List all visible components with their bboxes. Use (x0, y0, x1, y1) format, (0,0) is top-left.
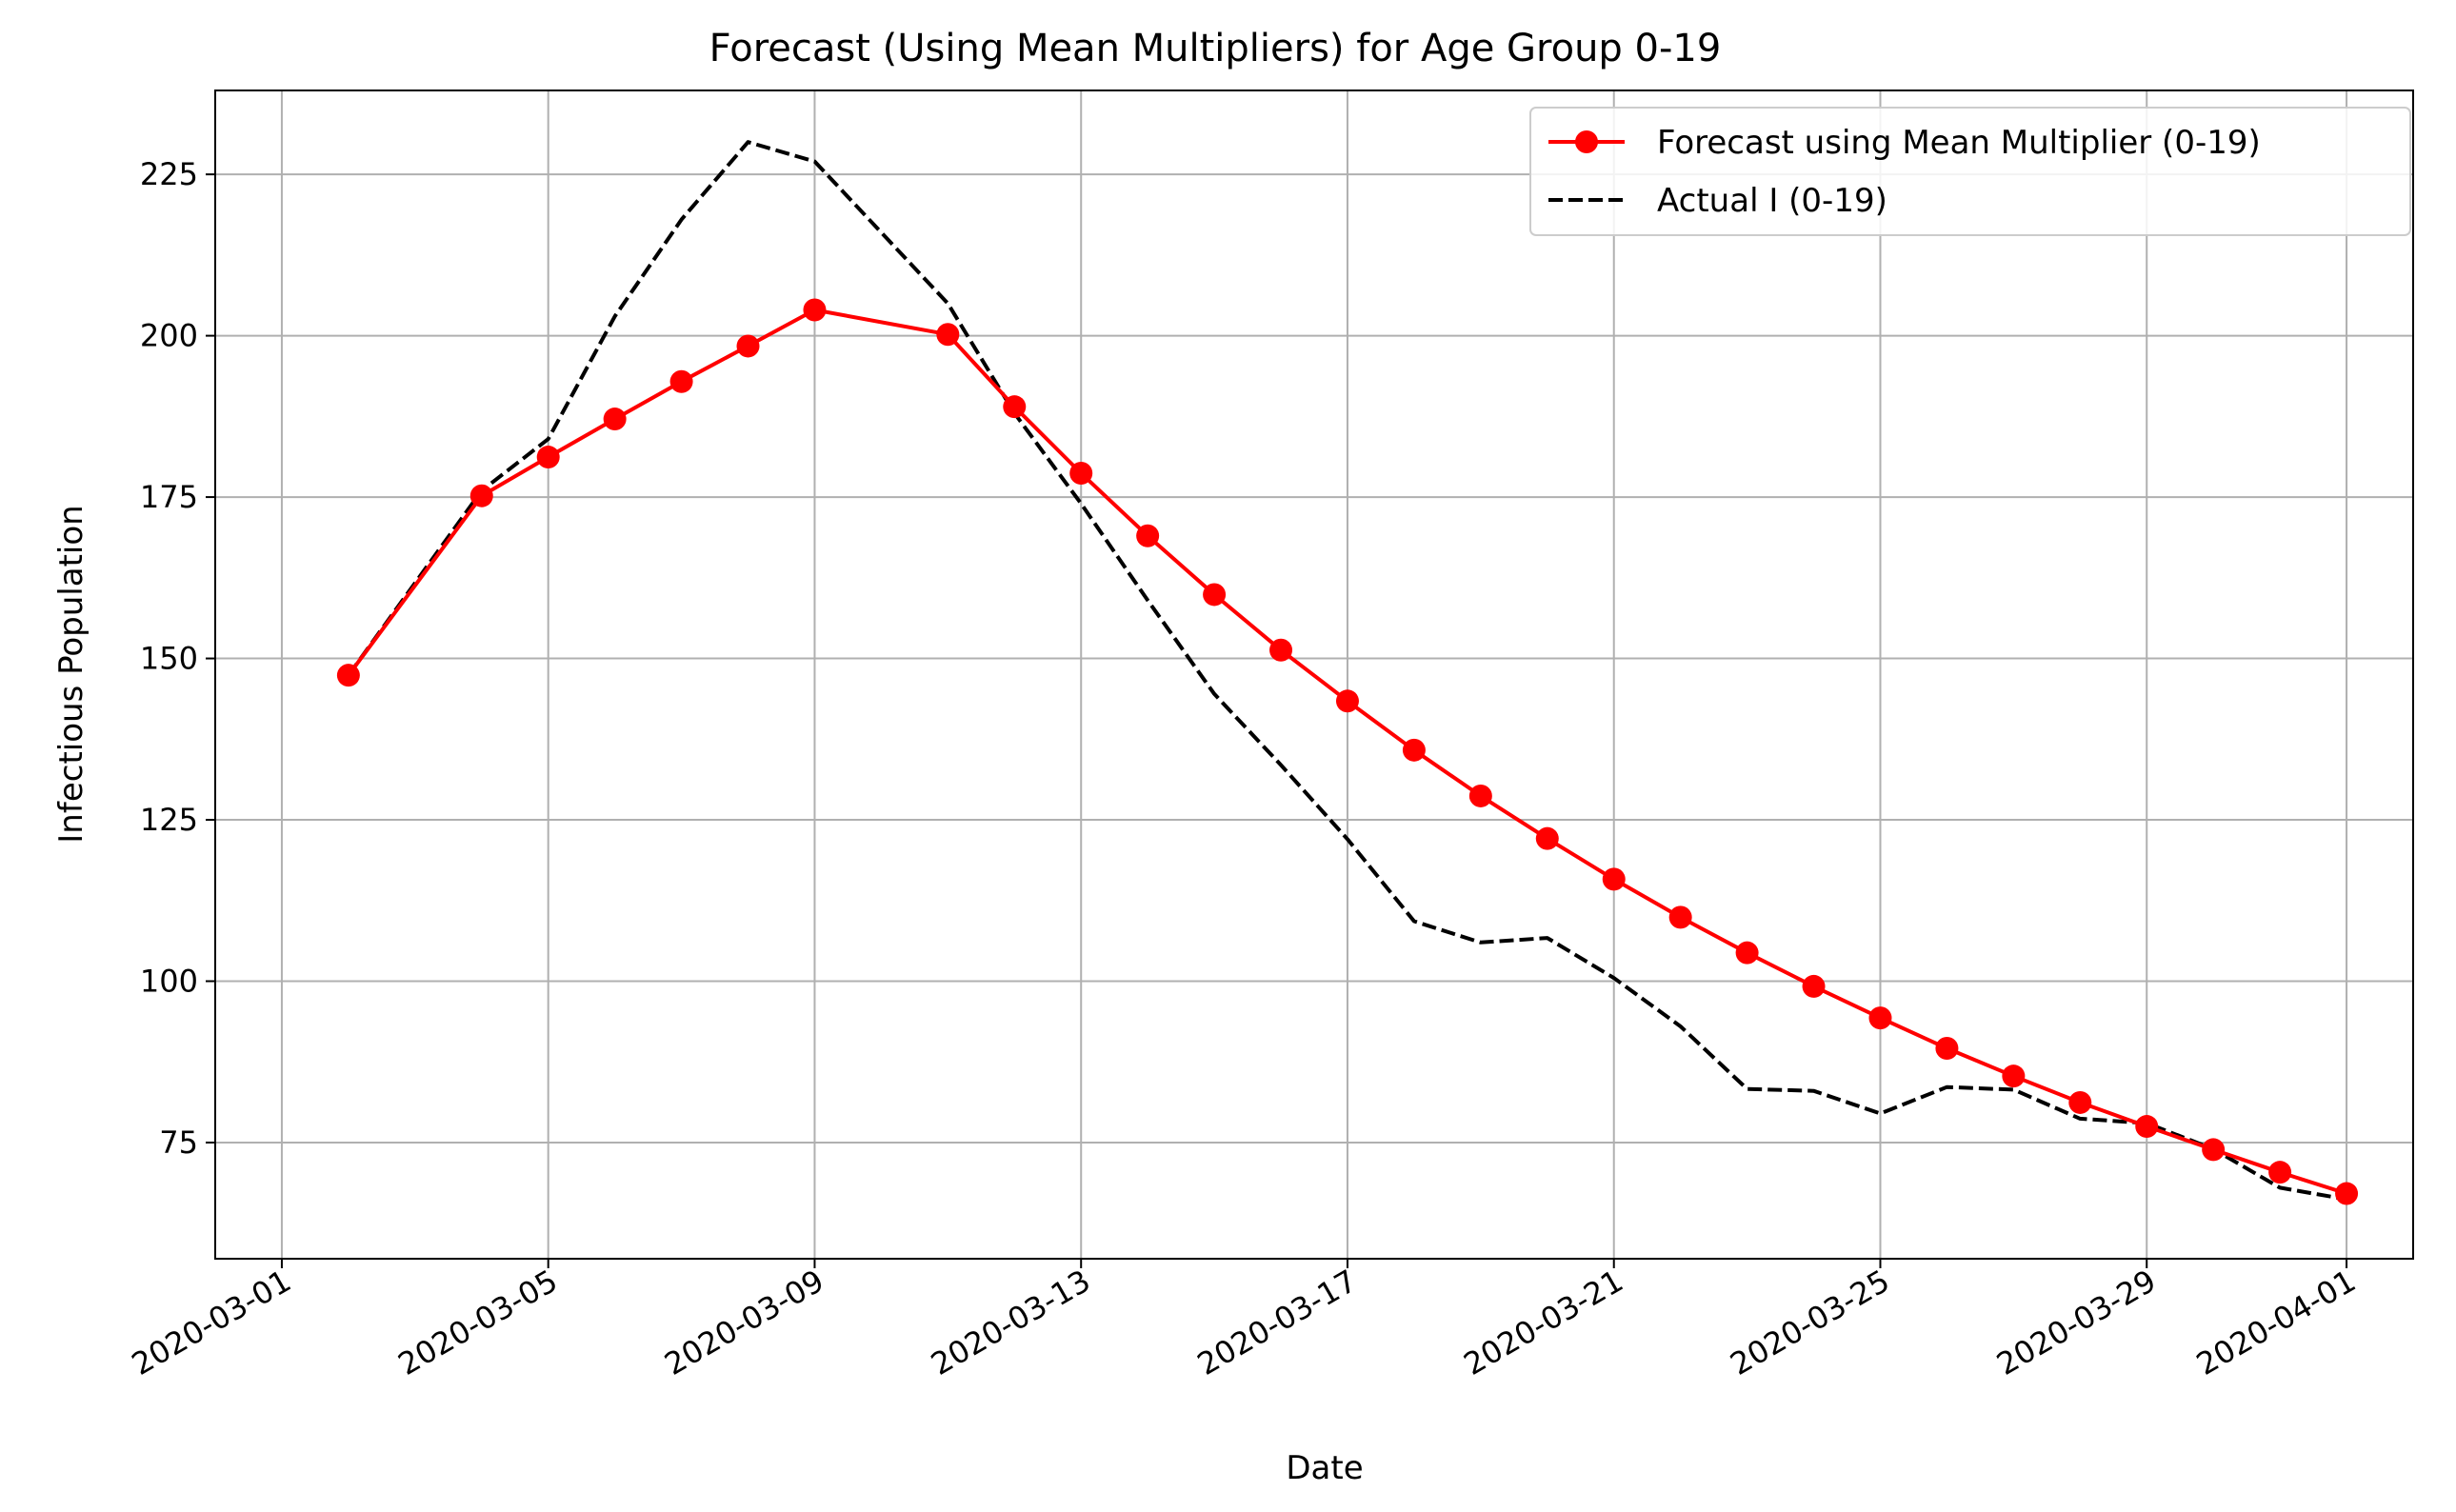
data-point-forecast (1468, 784, 1492, 807)
data-point-forecast (1735, 941, 1759, 965)
data-point-forecast (336, 664, 360, 687)
data-point-forecast (1602, 867, 1626, 891)
plot-frame (214, 90, 2414, 1260)
y-tick-label: 100 (140, 964, 198, 1000)
legend-label-actual: Actual I (0-19) (1657, 182, 1887, 220)
y-axis-label: Infectious Population (52, 505, 90, 843)
y-tick-label: 175 (140, 479, 198, 515)
legend: Forecast using Mean Multiplier (0-19) Ac… (1529, 107, 2411, 236)
legend-label-forecast: Forecast using Mean Multiplier (0-19) (1657, 124, 2261, 162)
y-tick-label: 150 (140, 641, 198, 677)
data-point-forecast (803, 298, 827, 322)
data-point-forecast (2335, 1182, 2359, 1205)
data-point-forecast (1668, 905, 1692, 929)
y-tick-label: 225 (140, 156, 198, 192)
data-point-forecast (1269, 638, 1293, 662)
legend-marker-forecast (1575, 130, 1598, 153)
data-point-forecast (469, 484, 493, 507)
data-point-forecast (1868, 1006, 1892, 1030)
data-point-forecast (2202, 1138, 2226, 1162)
data-point-forecast (536, 446, 560, 469)
data-point-forecast (1402, 738, 1426, 762)
x-axis-label: Date (1286, 1449, 1363, 1487)
data-point-forecast (1802, 974, 1826, 998)
series-line-actual (347, 140, 2347, 1202)
data-point-forecast (1535, 826, 1559, 850)
y-tick-label: 75 (159, 1124, 198, 1161)
data-point-forecast (1003, 395, 1027, 419)
data-point-forecast (936, 323, 960, 347)
data-point-forecast (1203, 583, 1227, 607)
data-point-forecast (2068, 1090, 2092, 1114)
data-point-forecast (1136, 524, 1160, 547)
data-point-forecast (736, 334, 760, 358)
y-tick-label: 125 (140, 802, 198, 838)
data-point-forecast (1935, 1037, 1959, 1061)
data-point-forecast (2135, 1115, 2159, 1139)
data-point-forecast (669, 369, 693, 393)
legend-box (1529, 107, 2411, 236)
data-point-forecast (603, 408, 627, 431)
series-layer (336, 140, 2359, 1205)
data-point-forecast (1069, 461, 1093, 485)
data-point-forecast (2268, 1161, 2292, 1184)
data-point-forecast (2002, 1064, 2026, 1088)
data-point-forecast (1335, 689, 1359, 713)
y-tick-label: 200 (140, 318, 198, 354)
chart-title: Forecast (Using Mean Multipliers) for Ag… (709, 27, 1722, 70)
grid (215, 90, 2413, 1259)
